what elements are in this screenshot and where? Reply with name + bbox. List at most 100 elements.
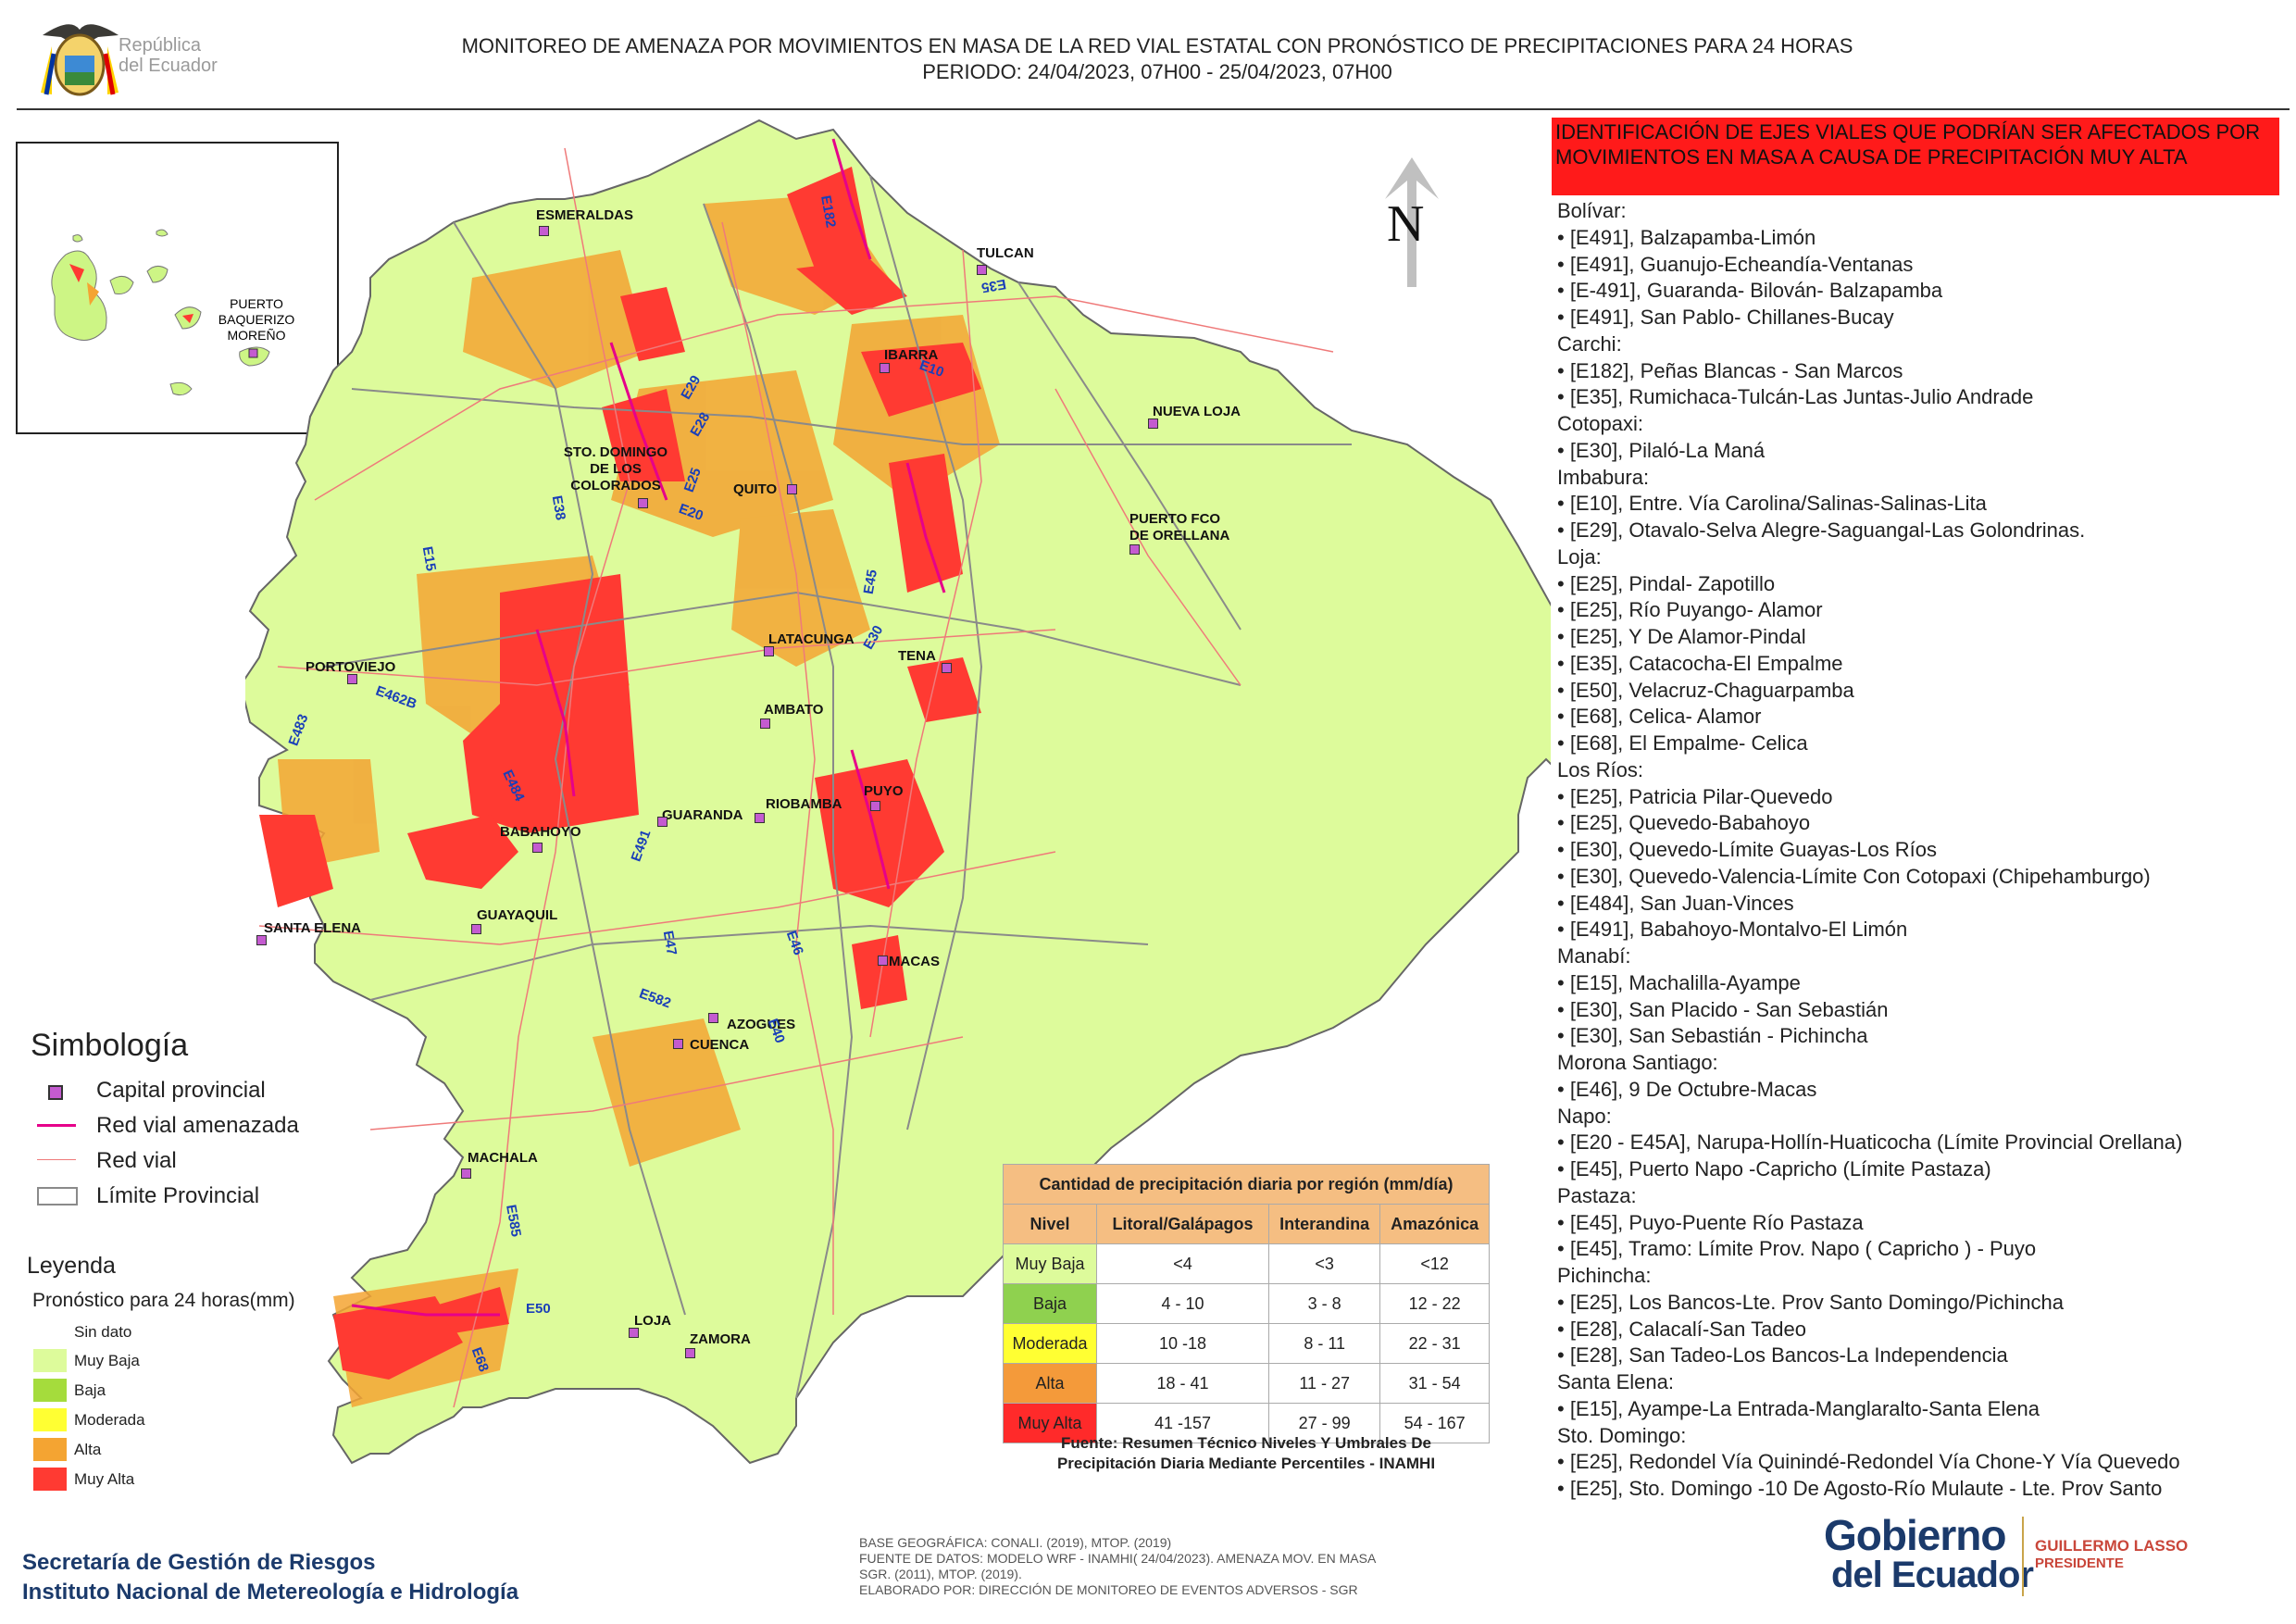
city-macas: MACAS <box>889 954 940 969</box>
ecuador-threat-map: ESMERALDAS TULCAN IBARRA NUEVA LOJA STO.… <box>239 111 1622 1555</box>
affected-road-item: • [E25], Sto. Domingo -10 De Agosto-Río … <box>1557 1477 2163 1500</box>
value-cell: 18 - 41 <box>1095 1363 1270 1404</box>
capital-marker <box>708 1013 718 1023</box>
simbologia-label: Capital provincial <box>96 1078 266 1103</box>
level-cell: Baja <box>1003 1283 1097 1324</box>
source-line: FUENTE DE DATOS: MODELO WRF - INAMHI( 24… <box>859 1551 1377 1566</box>
legend-row: Muy Baja <box>33 1349 311 1375</box>
affected-road-item: • [E491], Balzapamba-Limón <box>1557 225 1816 249</box>
logo-line-2: del Ecuador <box>119 56 218 76</box>
province-heading: Los Ríos: <box>1557 757 1643 781</box>
affected-road-item: • [E30], Quevedo-Límite Guayas-Los Ríos <box>1557 838 1938 861</box>
value-cell: <4 <box>1095 1243 1270 1284</box>
president-name: GUILLERMO LASSO <box>2035 1537 2189 1555</box>
affected-road-item: • [E68], Celica- Alamor <box>1557 705 1762 729</box>
city-guaranda: GUARANDA <box>662 807 743 823</box>
legend-label: Sin dato <box>74 1323 132 1341</box>
affected-road-item: • [E45], Tramo: Límite Prov. Napo ( Capr… <box>1557 1237 2037 1261</box>
galapagos-inset-map: PUERTO BAQUERIZO MOREÑO <box>16 142 339 434</box>
province-heading: Napo: <box>1557 1104 1612 1128</box>
affected-road-item: • [E25], Quevedo-Babahoyo <box>1557 811 1811 835</box>
affected-road-item: • [E15], Machalilla-Ayampe <box>1557 970 1801 994</box>
city-machala: MACHALA <box>468 1150 538 1166</box>
level-cell: Moderada <box>1003 1323 1097 1364</box>
road-icon <box>37 1159 76 1160</box>
header-divider <box>17 108 2290 110</box>
capital-marker <box>256 935 267 945</box>
city-santa-elena: SANTA ELENA <box>264 920 361 936</box>
city-puyo: PUYO <box>864 783 904 799</box>
capital-marker <box>878 956 888 966</box>
city-loja: LOJA <box>634 1313 672 1329</box>
province-heading: Pastaza: <box>1557 1183 1637 1207</box>
city-latacunga: LATACUNGA <box>768 631 855 647</box>
city-zamora: ZAMORA <box>690 1331 751 1347</box>
value-cell: 4 - 10 <box>1095 1283 1270 1324</box>
legend-label: Muy Baja <box>74 1352 140 1369</box>
affected-road-item: • [E25], Los Bancos-Lte. Prov Santo Domi… <box>1557 1290 2065 1314</box>
capital-marker <box>347 674 357 684</box>
city-guayaquil: GUAYAQUIL <box>477 907 558 923</box>
value-cell: 3 - 8 <box>1268 1283 1381 1324</box>
legend-row: Moderada <box>33 1408 311 1434</box>
road-network <box>258 147 1334 1408</box>
affected-road-item: • [E30], Pilaló-La Maná <box>1557 438 1766 462</box>
legend-swatch <box>33 1408 67 1431</box>
affected-road-item: • [E25], Redondel Vía Quinindé-Redondel … <box>1557 1450 2180 1474</box>
affected-road-item: • [E30], San Placido - San Sebastián <box>1557 997 1889 1021</box>
map-title: MONITOREO DE AMENAZA POR MOVIMIENTOS EN … <box>278 33 2037 85</box>
province-heading: Bolívar: <box>1557 199 1627 222</box>
city-nueva-loja: NUEVA LOJA <box>1153 404 1242 419</box>
value-cell: 54 - 167 <box>1379 1403 1490 1443</box>
capital-marker <box>461 1168 471 1179</box>
value-cell: 11 - 27 <box>1268 1363 1381 1404</box>
capital-marker <box>787 484 797 494</box>
affected-road-item: • [E30], Quevedo-Valencia-Límite Con Cot… <box>1557 864 2151 888</box>
city-tena: TENA <box>898 648 936 664</box>
boundary-icon <box>37 1187 78 1206</box>
affected-road-item: • [E20 - E45A], Narupa-Hollín-Huaticocha… <box>1557 1131 2183 1155</box>
city-portoviejo: PORTOVIEJO <box>306 659 396 675</box>
affected-road-item: • [E25], Río Puyango- Alamor <box>1557 598 1823 622</box>
capital-marker <box>657 817 668 827</box>
province-heading: Sto. Domingo: <box>1557 1423 1687 1447</box>
inset-city-label: PUERTO BAQUERIZO MOREÑO <box>218 296 295 343</box>
affected-road-item: • [E10], Entre. Vía Carolina/Salinas-Sal… <box>1557 492 1987 516</box>
capital-marker <box>764 646 774 656</box>
legend-row: Alta <box>33 1438 311 1464</box>
city-azogues: AZOGUES <box>727 1017 796 1032</box>
legend-label: Alta <box>74 1441 102 1458</box>
source-line: Precipitación Diaria Mediante Percentile… <box>1056 1455 1436 1472</box>
city-babahoyo: BABAHOYO <box>500 824 581 840</box>
capital-icon <box>48 1085 63 1100</box>
affected-road-item: • [E46], 9 De Octubre-Macas <box>1557 1077 1817 1101</box>
province-heading: Imbabura: <box>1557 465 1650 489</box>
table-row: Muy Baja <4 <3 <12 <box>1003 1243 1490 1284</box>
legend-swatch <box>33 1438 67 1461</box>
affected-road-item: • [E-491], Guaranda- Bilován- Balzapamba <box>1557 279 1943 303</box>
city-riobamba: RIOBAMBA <box>766 796 842 812</box>
title-line-1: MONITOREO DE AMENAZA POR MOVIMIENTOS EN … <box>461 34 1853 57</box>
legend-swatch <box>33 1320 67 1343</box>
capital-marker <box>870 801 880 811</box>
logo-divider <box>2022 1517 2024 1596</box>
value-cell: 27 - 99 <box>1268 1403 1381 1443</box>
level-cell: Muy Baja <box>1003 1243 1097 1284</box>
legend-label: Moderada <box>74 1411 145 1429</box>
logo-line-1: República <box>119 35 201 56</box>
value-cell: 22 - 31 <box>1379 1323 1490 1364</box>
legend-swatch <box>33 1468 67 1491</box>
simbologia-title: Simbología <box>31 1028 189 1063</box>
table-header: Litoral/Galápagos <box>1095 1204 1270 1244</box>
institution-credits: Secretaría de Gestión de Riesgos Institu… <box>22 1548 518 1607</box>
simbologia-label: Límite Provincial <box>96 1183 260 1208</box>
level-cell: Muy Alta <box>1003 1403 1097 1443</box>
province-heading: Cotopaxi: <box>1557 412 1643 435</box>
table-caption: Cantidad de precipitación diaria por reg… <box>1003 1164 1490 1205</box>
threatened-roads <box>351 138 946 1317</box>
province-heading: Manabí: <box>1557 944 1631 968</box>
province-heading: Santa Elena: <box>1557 1370 1674 1393</box>
affected-road-item: • [E68], El Empalme- Celica <box>1557 731 1808 755</box>
republica-logo-text: República del Ecuador <box>119 35 218 76</box>
source-line: ELABORADO POR: DIRECCIÓN DE MONITOREO DE… <box>859 1582 1358 1597</box>
